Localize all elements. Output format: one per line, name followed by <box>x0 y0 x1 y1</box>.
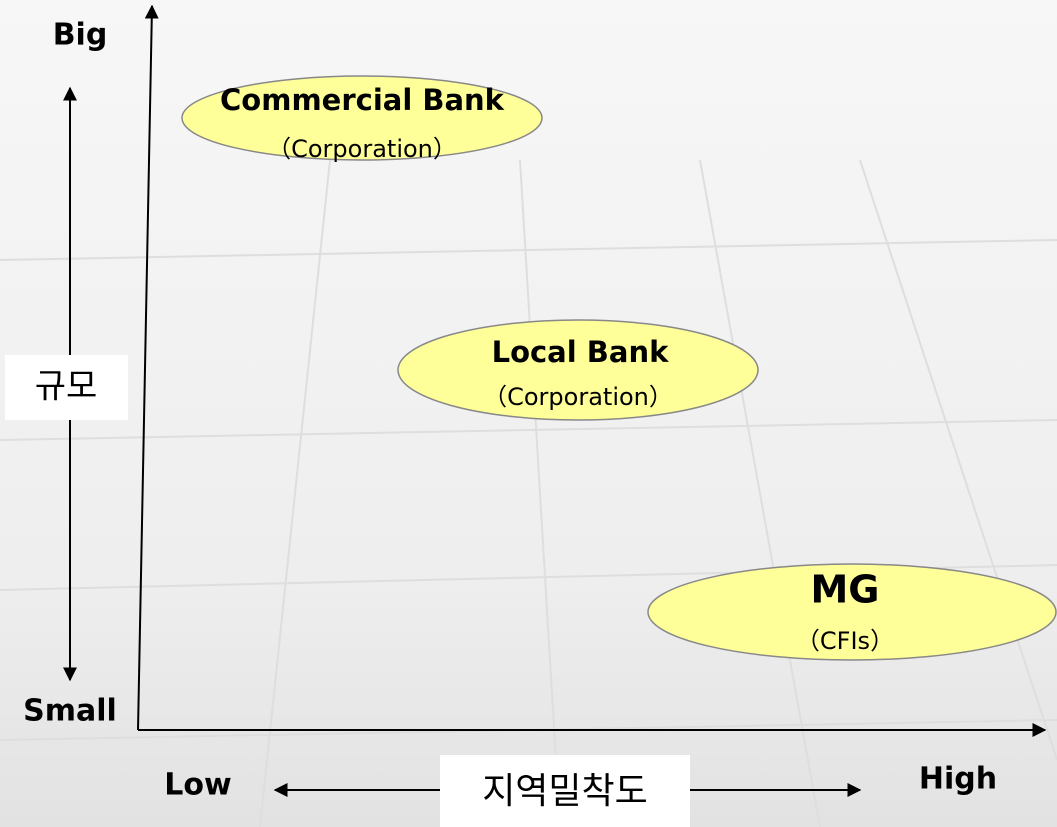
node: MG （CFIs） <box>647 563 1057 661</box>
y-axis <box>137 4 159 731</box>
node-sublabel: （Corporation） <box>483 383 673 411</box>
y-bottom-label: Small <box>23 694 117 729</box>
node-ellipse <box>397 319 759 421</box>
node-sublabel: （Corporation） <box>267 135 457 163</box>
background-grid <box>0 159 1057 827</box>
node-ellipse <box>181 75 543 161</box>
node: Local Bank （Corporation） <box>397 319 759 421</box>
node-label: MG <box>810 568 879 612</box>
y-title-box <box>5 355 128 420</box>
node-label: Local Bank <box>492 335 670 369</box>
node: Commercial Bank （Corporation） <box>181 75 543 163</box>
x-title-box <box>440 755 690 827</box>
y-title: 규모 <box>35 367 98 407</box>
node-ellipse <box>647 563 1057 661</box>
node-label: Commercial Bank <box>220 83 505 117</box>
x-left-label: Low <box>164 768 231 803</box>
x-right-label: High <box>919 762 997 797</box>
x-title: 지역밀착도 <box>482 771 648 812</box>
y-top-label: Big <box>53 18 108 53</box>
node-sublabel: （CFIs） <box>796 627 894 655</box>
